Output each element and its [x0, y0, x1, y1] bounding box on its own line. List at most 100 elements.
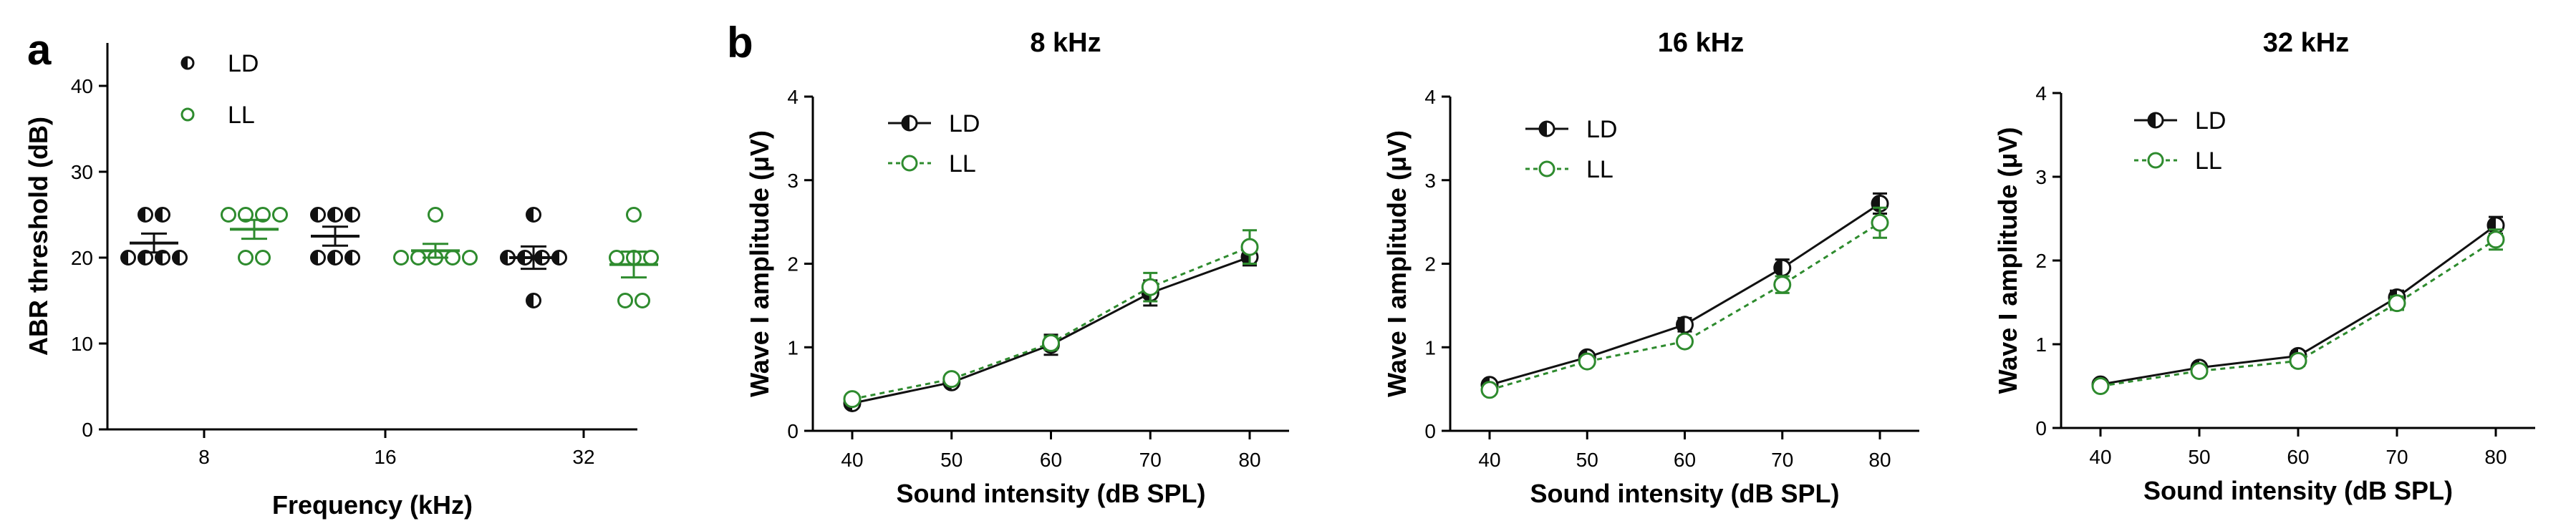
x-tick-label: 50 [2188, 446, 2210, 468]
x-tick-label: 32 [572, 446, 594, 468]
chart-title: 8 kHz [1030, 28, 1101, 58]
series-line-ld [1489, 203, 1881, 386]
legend-label-ld: LD [1586, 116, 1617, 143]
y-tick-label: 3 [1424, 170, 1436, 192]
y-tick-label: 3 [787, 170, 799, 192]
y-tick-label: 0 [787, 420, 799, 442]
ld-marker-fill [173, 250, 180, 265]
y-tick-label: 4 [787, 86, 799, 108]
x-tick-label: 70 [2386, 446, 2408, 468]
x-axis-title: Sound intensity (dB SPL) [897, 479, 1206, 508]
panel-label-b: b [727, 19, 753, 67]
legend-label-ll: LL [2195, 147, 2222, 175]
legend-label-ld: LD [228, 50, 259, 77]
ld-marker-fill [311, 208, 318, 222]
legend-label-ll: LL [228, 102, 255, 129]
chart-title: 32 kHz [2263, 28, 2349, 58]
ll-marker [1871, 213, 1889, 232]
ll-marker [272, 207, 288, 223]
x-tick-label: 50 [940, 449, 963, 471]
ll-marker [617, 293, 633, 308]
panel-a: a 0 10 20 30 40 8 16 32 Frequency (kHz) ABR thresh… [24, 26, 659, 520]
y-axis-title: Wave I amplitude (μV) [1993, 127, 2022, 394]
y-tick-label: 0 [2035, 417, 2047, 439]
ld-marker-fill [138, 208, 145, 222]
ll-marker [626, 207, 642, 223]
legend-label-ll: LL [1586, 156, 1613, 183]
ll-marker [1676, 332, 1694, 351]
ld-marker-fill [328, 250, 335, 265]
ll-marker [428, 207, 443, 223]
y-tick-label: 40 [71, 75, 93, 97]
y-tick-label: 1 [2035, 333, 2047, 356]
line-chart-1: 16 kHz 0 1 2 3 4 40 50 60 70 80 Sound intensity (dB… [1382, 28, 1919, 508]
x-tick-label: 60 [1040, 449, 1062, 471]
ll-marker [2091, 377, 2110, 395]
x-tick-label: 8 [198, 446, 210, 468]
legend-label-ll: LL [949, 150, 976, 177]
panel-label-a: a [27, 26, 52, 74]
ld-marker-fill [526, 208, 534, 222]
y-tick-label: 2 [2035, 250, 2047, 272]
ld-marker-fill [121, 250, 128, 265]
x-tick-label: 60 [1674, 449, 1696, 471]
legend-label-ld: LD [2195, 107, 2226, 135]
ld-marker-fill [1774, 260, 1783, 276]
y-tick-label: 10 [71, 333, 93, 355]
ld-marker-fill [526, 293, 534, 308]
y-tick-label: 4 [1424, 86, 1436, 108]
ll-marker [1773, 276, 1792, 294]
x-tick-label: 40 [1478, 449, 1500, 471]
ll-marker [1240, 238, 1259, 256]
x-tick-label: 80 [2484, 446, 2507, 468]
line-chart-2: 32 kHz 0 1 2 3 4 40 50 60 70 80 Sound intensity (dB… [1993, 28, 2535, 505]
x-tick-label: 16 [374, 446, 396, 468]
ll-marker [462, 250, 478, 266]
legend-label-ld: LD [949, 110, 980, 137]
ld-marker-fill [138, 250, 145, 265]
y-tick-label: 4 [2035, 82, 2047, 104]
ld-marker-fill [1677, 316, 1685, 333]
ll-marker [221, 207, 236, 223]
x-tick-label: 40 [841, 449, 863, 471]
ll-marker [942, 370, 961, 389]
x-axis-title: Frequency (kHz) [272, 490, 473, 520]
y-tick-label: 3 [2035, 166, 2047, 188]
ld-marker-fill [902, 116, 910, 130]
x-tick-label: 80 [1868, 449, 1891, 471]
ll-marker [1480, 381, 1499, 399]
y-tick-label: 1 [1424, 336, 1436, 359]
x-tick-label: 60 [2287, 446, 2309, 468]
y-axis-title: Wave I amplitude (μV) [1382, 130, 1412, 397]
ll-marker [2147, 152, 2164, 169]
ll-marker [255, 250, 271, 266]
ld-marker-fill [2148, 113, 2156, 127]
x-axis-title: Sound intensity (dB SPL) [2143, 476, 2453, 505]
y-tick-label: 2 [1424, 253, 1436, 276]
y-axis-title: ABR threshold (dB) [24, 117, 53, 356]
y-tick-label: 30 [71, 161, 93, 183]
ld-marker-fill [155, 208, 163, 222]
ll-marker [2289, 351, 2307, 370]
ld-marker-fill [311, 250, 318, 265]
ll-marker [2486, 230, 2505, 249]
x-tick-label: 40 [2089, 446, 2111, 468]
series-line-ll [852, 245, 1250, 401]
ll-marker [635, 293, 650, 308]
ld-marker-fill [345, 208, 352, 222]
series-line-ld [852, 255, 1250, 404]
x-tick-label: 80 [1238, 449, 1260, 471]
ld-marker-fill [155, 250, 163, 265]
ll-marker [1578, 352, 1596, 371]
line-chart-0: b 8 kHz 0 1 2 3 4 40 50 60 70 80 Sound intensity (dB… [727, 19, 1289, 508]
ll-marker [2388, 294, 2406, 313]
ll-marker [180, 107, 195, 122]
ll-marker [609, 250, 624, 266]
chart-title: 16 kHz [1658, 28, 1744, 58]
ll-marker [393, 250, 409, 266]
y-tick-label: 0 [1424, 420, 1436, 442]
ld-marker-fill [182, 57, 188, 69]
ll-marker [238, 250, 254, 266]
ld-marker-fill [328, 208, 335, 222]
